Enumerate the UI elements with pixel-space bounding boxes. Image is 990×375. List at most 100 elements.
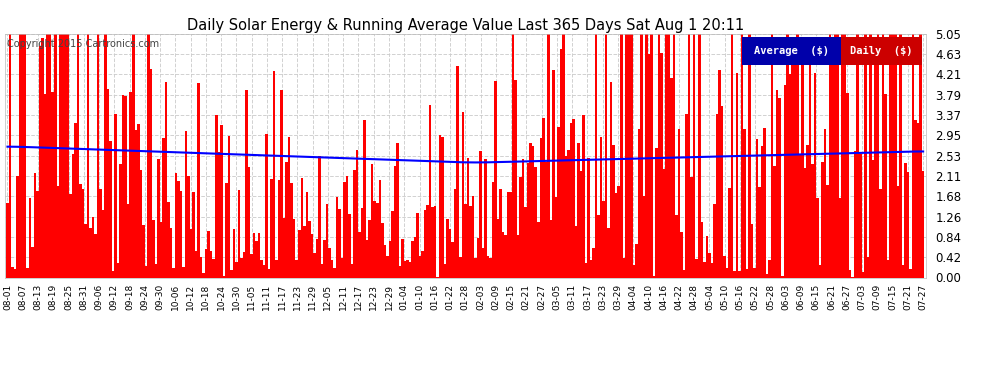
Bar [429,105,432,278]
FancyBboxPatch shape [841,38,922,65]
Bar [321,264,323,278]
Bar [79,184,81,278]
Bar [120,164,122,278]
Bar [125,96,127,278]
Bar [311,234,313,278]
Bar [882,34,884,278]
Bar [376,203,378,278]
Bar [11,267,14,278]
Bar [482,248,484,278]
Bar [522,159,525,278]
Bar [301,178,303,278]
Bar [255,241,257,278]
Bar [84,224,87,278]
Bar [864,34,866,278]
Bar [172,268,175,278]
Bar [162,138,164,278]
Bar [346,176,348,278]
Bar [64,34,66,278]
Bar [416,213,419,278]
Bar [37,190,39,278]
Bar [92,217,94,278]
Bar [675,215,678,278]
Bar [577,143,580,278]
Bar [824,129,827,278]
Bar [887,260,889,278]
Bar [353,170,355,278]
Bar [127,204,130,278]
Bar [344,182,346,278]
Bar [814,73,816,278]
Bar [520,177,522,278]
Bar [569,123,572,278]
Bar [220,125,223,278]
Bar [238,190,241,278]
Bar [448,229,451,278]
Bar [647,54,650,278]
Bar [363,120,366,278]
Bar [716,114,718,278]
Bar [623,258,625,278]
Bar [773,166,776,278]
Bar [859,154,861,278]
Bar [434,206,437,278]
Bar [766,274,768,278]
Bar [74,123,76,278]
Bar [783,85,786,278]
Bar [620,34,623,278]
Bar [645,34,647,278]
Bar [693,34,695,278]
Bar [703,262,706,278]
Bar [600,137,602,278]
Bar [741,34,743,278]
Bar [355,150,358,278]
Bar [638,129,641,278]
Bar [515,81,517,278]
Bar [130,92,132,278]
Bar [381,224,383,278]
Bar [547,34,549,278]
Bar [175,173,177,278]
Bar [308,221,311,278]
Bar [502,232,504,278]
Bar [532,146,535,278]
Bar [329,248,331,278]
Bar [846,93,849,278]
Bar [149,69,152,278]
Bar [69,194,71,278]
Bar [109,141,112,278]
Bar [442,137,444,278]
Bar [750,224,753,278]
Bar [695,259,698,278]
Bar [912,34,915,278]
Bar [796,34,799,278]
Bar [190,230,192,278]
Bar [82,189,84,278]
Bar [378,180,381,278]
Bar [471,196,474,278]
Bar [897,186,899,278]
Bar [466,158,469,278]
Bar [554,197,557,278]
Bar [29,198,32,278]
Bar [540,138,543,278]
Bar [358,232,361,278]
Bar [567,150,569,278]
Bar [922,171,925,278]
Bar [51,92,54,278]
Bar [748,34,750,278]
Bar [280,90,283,278]
Bar [799,154,801,278]
Text: Copyright 2015 Cartronics.com: Copyright 2015 Cartronics.com [7,39,159,49]
Bar [832,48,834,278]
Bar [492,182,494,278]
Bar [59,34,61,278]
Bar [419,255,422,278]
Bar [117,263,120,278]
Bar [66,34,69,278]
Bar [484,159,487,278]
Bar [920,34,922,278]
Bar [718,70,721,278]
Bar [758,187,761,278]
Bar [549,220,552,278]
